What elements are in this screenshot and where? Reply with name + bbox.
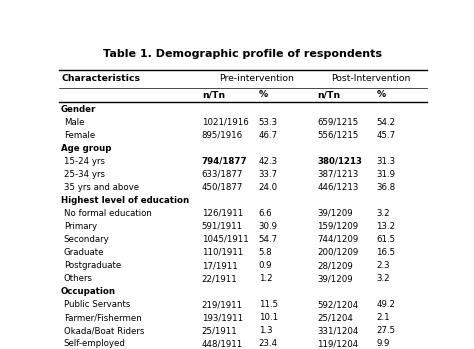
Text: 126/1911: 126/1911	[202, 209, 243, 218]
Text: 11.5: 11.5	[259, 300, 278, 309]
Text: Okada/Boat Riders: Okada/Boat Riders	[64, 326, 144, 335]
Text: Postgraduate: Postgraduate	[64, 261, 121, 270]
Text: 556/1215: 556/1215	[318, 131, 359, 140]
Text: Characteristics: Characteristics	[61, 74, 140, 83]
Text: 3.2: 3.2	[376, 274, 390, 283]
Text: 219/1911: 219/1911	[202, 300, 243, 309]
Text: Others: Others	[64, 274, 92, 283]
Text: 17/1911: 17/1911	[202, 261, 237, 270]
Text: 45.7: 45.7	[376, 131, 395, 140]
Text: 42.3: 42.3	[259, 157, 278, 166]
Text: 2.3: 2.3	[376, 261, 390, 270]
Text: 659/1215: 659/1215	[318, 118, 359, 127]
Text: 35 yrs and above: 35 yrs and above	[64, 183, 139, 192]
Text: 200/1209: 200/1209	[318, 248, 359, 257]
Text: 10.1: 10.1	[259, 313, 278, 322]
Text: 1.2: 1.2	[259, 274, 273, 283]
Text: 1045/1911: 1045/1911	[202, 235, 248, 244]
Text: 159/1209: 159/1209	[318, 222, 359, 231]
Text: 450/1877: 450/1877	[202, 183, 243, 192]
Text: 61.5: 61.5	[376, 235, 395, 244]
Text: Graduate: Graduate	[64, 248, 104, 257]
Text: Occupation: Occupation	[61, 287, 116, 296]
Text: Age group: Age group	[61, 144, 111, 153]
Text: 13.2: 13.2	[376, 222, 395, 231]
Text: 23.4: 23.4	[259, 339, 278, 348]
Text: Male: Male	[64, 118, 84, 127]
Text: 380/1213: 380/1213	[318, 157, 363, 166]
Text: Primary: Primary	[64, 222, 97, 231]
Text: 331/1204: 331/1204	[318, 326, 359, 335]
Text: 592/1204: 592/1204	[318, 300, 359, 309]
Text: n/Tn: n/Tn	[202, 90, 225, 99]
Text: No formal education: No formal education	[64, 209, 152, 218]
Text: 591/1911: 591/1911	[202, 222, 243, 231]
Text: n/Tn: n/Tn	[318, 90, 341, 99]
Text: Pre-intervention: Pre-intervention	[219, 74, 294, 83]
Text: 633/1877: 633/1877	[202, 170, 243, 179]
Text: Gender: Gender	[61, 105, 97, 114]
Text: 31.9: 31.9	[376, 170, 395, 179]
Text: 119/1204: 119/1204	[318, 339, 359, 348]
Text: 0.9: 0.9	[259, 261, 272, 270]
Text: 31.3: 31.3	[376, 157, 395, 166]
Text: 387/1213: 387/1213	[318, 170, 359, 179]
Text: Post-Intervention: Post-Intervention	[331, 74, 410, 83]
Text: 33.7: 33.7	[259, 170, 278, 179]
Text: 9.9: 9.9	[376, 339, 390, 348]
Text: 53.3: 53.3	[259, 118, 278, 127]
Text: 446/1213: 446/1213	[318, 183, 359, 192]
Text: 16.5: 16.5	[376, 248, 395, 257]
Text: 448/1911: 448/1911	[202, 339, 243, 348]
Text: 30.9: 30.9	[259, 222, 278, 231]
Text: Public Servants: Public Servants	[64, 300, 130, 309]
Text: 22/1911: 22/1911	[202, 274, 237, 283]
Text: 744/1209: 744/1209	[318, 235, 359, 244]
Text: 794/1877: 794/1877	[202, 157, 247, 166]
Text: 1.3: 1.3	[259, 326, 273, 335]
Text: 49.2: 49.2	[376, 300, 395, 309]
Text: %: %	[376, 90, 385, 99]
Text: Table 1. Demographic profile of respondents: Table 1. Demographic profile of responde…	[103, 49, 383, 59]
Text: 27.5: 27.5	[376, 326, 395, 335]
Text: Secondary: Secondary	[64, 235, 109, 244]
Text: 25/1204: 25/1204	[318, 313, 354, 322]
Text: 895/1916: 895/1916	[202, 131, 243, 140]
Text: Female: Female	[64, 131, 95, 140]
Text: 193/1911: 193/1911	[202, 313, 243, 322]
Text: 24.0: 24.0	[259, 183, 278, 192]
Text: 46.7: 46.7	[259, 131, 278, 140]
Text: 6.6: 6.6	[259, 209, 273, 218]
Text: Self-employed: Self-employed	[64, 339, 126, 348]
Text: 25/1911: 25/1911	[202, 326, 237, 335]
Text: 54.2: 54.2	[376, 118, 395, 127]
Text: %: %	[259, 90, 268, 99]
Text: 25-34 yrs: 25-34 yrs	[64, 170, 105, 179]
Text: 15-24 yrs: 15-24 yrs	[64, 157, 105, 166]
Text: 5.8: 5.8	[259, 248, 273, 257]
Text: 1021/1916: 1021/1916	[202, 118, 248, 127]
Text: 28/1209: 28/1209	[318, 261, 353, 270]
Text: Highest level of education: Highest level of education	[61, 196, 189, 205]
Text: 3.2: 3.2	[376, 209, 390, 218]
Text: 2.1: 2.1	[376, 313, 390, 322]
Text: 39/1209: 39/1209	[318, 209, 353, 218]
Text: 110/1911: 110/1911	[202, 248, 243, 257]
Text: Farmer/Fishermen: Farmer/Fishermen	[64, 313, 141, 322]
Text: 39/1209: 39/1209	[318, 274, 353, 283]
Text: 36.8: 36.8	[376, 183, 395, 192]
Text: 54.7: 54.7	[259, 235, 278, 244]
